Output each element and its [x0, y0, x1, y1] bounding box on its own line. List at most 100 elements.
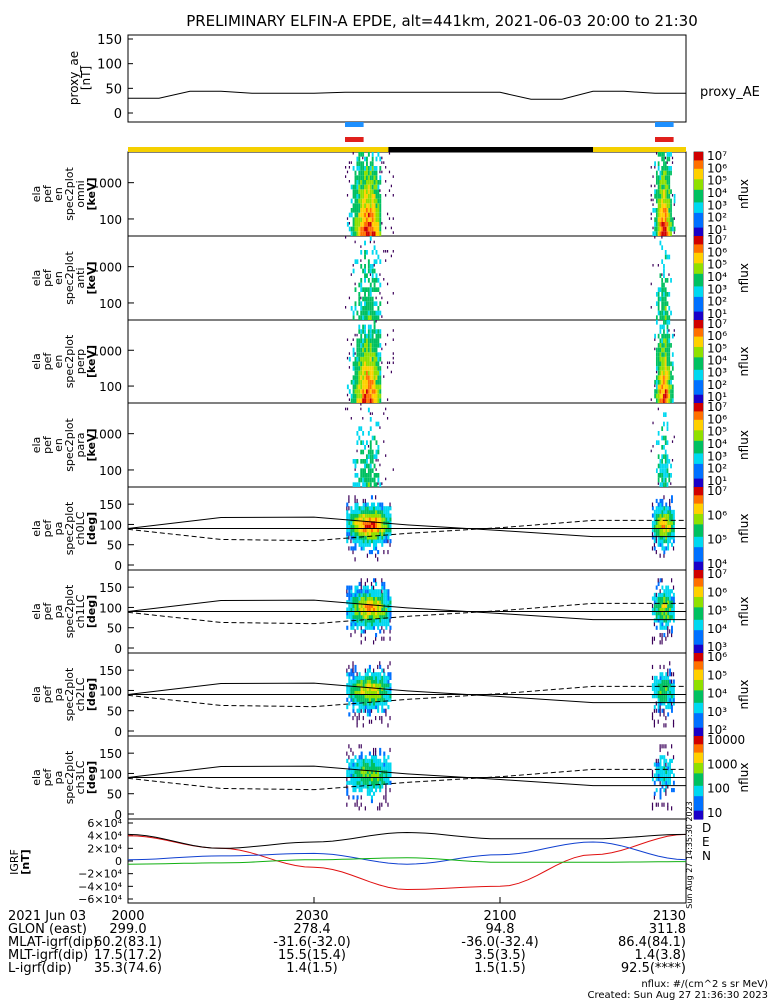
energy-panel-1-pixel — [352, 203, 355, 208]
energy-panel-3-pixel — [348, 356, 351, 362]
pa-panel-2-pixel — [381, 581, 384, 587]
energy-panel-4-pixel — [367, 431, 370, 436]
energy-panel-3-pixel — [655, 352, 658, 357]
pa-panel-1-pixel — [381, 528, 384, 533]
pa-panel-2-pixel — [372, 600, 376, 605]
energy-panel-3-pixel — [364, 393, 366, 399]
energy-panel-2-pixel — [663, 287, 665, 292]
energy-panel-2-pixel — [661, 296, 664, 302]
pa-panel-2-pixel — [366, 578, 369, 583]
pa-panel-3-pixel — [352, 705, 355, 710]
energy-panel-2-pixel — [364, 301, 366, 306]
pa-panel-3-pixel — [348, 664, 350, 670]
energy-panel-1-pixel — [670, 222, 672, 227]
energy-panel-4-pixel — [661, 463, 664, 469]
pa-panel-2-pixel — [385, 618, 388, 623]
pa-panel-4-colorbar-segment — [694, 762, 703, 766]
footer-value: 2000 — [111, 909, 144, 924]
pa-panel-2-pixel — [356, 618, 359, 623]
pa-panel-1-colorbar-segment — [694, 557, 703, 561]
energy-panel-1-colorbar-label: nflux — [737, 179, 751, 209]
pa-panel-4-pixel — [389, 773, 392, 778]
pa-panel-3-pixel — [354, 683, 357, 688]
pa-panel-1-pixel — [354, 517, 357, 522]
pa-panel-1-ytick-label: 100 — [99, 518, 122, 532]
energy-panel-3-ytick-label: 1000 — [91, 344, 122, 358]
energy-panel-1-pixel — [365, 184, 368, 190]
energy-panel-3-pixel — [362, 338, 365, 344]
pa-panel-2-pixel — [661, 585, 664, 590]
pa-panel-3-pixel — [350, 683, 353, 688]
energy-panel-3-pixel — [358, 393, 361, 399]
energy-panel-4-pixel — [356, 473, 359, 478]
energy-panel-2-pixel — [664, 287, 667, 292]
pa-panel-1-pixel — [669, 535, 672, 540]
energy-panel-3-pixel — [386, 398, 389, 401]
energy-panel-1-pixel — [668, 175, 671, 180]
energy-panel-1-pixel — [358, 184, 361, 190]
pa-panel-3-pixel — [383, 697, 386, 702]
energy-panel-3-pixel — [371, 366, 374, 371]
energy-panel-3-pixel — [348, 398, 351, 401]
pa-panel-4-pixel — [387, 802, 389, 807]
energy-panel-3-pixel — [369, 389, 372, 394]
pa-panel-4-colorbar-segment — [694, 746, 703, 750]
pa-panel-1-pixel — [375, 506, 378, 511]
energy-panel-3-pixel — [655, 379, 658, 385]
energy-panel-1-pixel — [657, 152, 660, 157]
energy-panel-2-colorbar-tick: 10³ — [707, 282, 727, 296]
pa-panel-2-pixel — [659, 578, 662, 583]
energy-panel-1-pixel — [354, 175, 357, 180]
pa-panel-2-pixel — [669, 618, 672, 623]
pa-panel-2-pixel — [659, 618, 662, 623]
energy-panel-2-pixel — [666, 315, 669, 320]
pa-panel-1-pixel — [381, 535, 384, 540]
pa-panel-4-pixel — [358, 788, 361, 793]
energy-panel-1-pixel — [659, 231, 662, 236]
energy-panel-2-pixel — [358, 301, 361, 306]
pa-panel-1-pixel — [354, 528, 357, 533]
energy-panel-4-pixel — [659, 459, 662, 464]
pa-panel-3-pixel — [385, 694, 388, 699]
pa-panel-3-pixel — [672, 719, 675, 724]
pa-panel-1-pixel — [364, 542, 367, 547]
pa-panel-1-pixel — [356, 535, 359, 540]
pa-panel-2-pixel — [663, 596, 666, 601]
pa-panel-2-pixel — [352, 614, 355, 619]
pa-panel-2-pixel — [379, 607, 382, 612]
energy-panel-1-pixel — [668, 208, 671, 213]
pa-panel-2-pixel — [669, 611, 672, 616]
pa-panel-2-pixel — [377, 596, 380, 601]
pa-panel-2-pixel — [356, 622, 359, 627]
pa-panel-1-pixel — [659, 528, 662, 533]
energy-panel-1-pixel — [383, 161, 385, 164]
energy-panel-3-pixel — [655, 370, 658, 374]
pa-panel-1-pixel — [381, 531, 384, 536]
pa-panel-2-pixel — [389, 618, 391, 623]
energy-panel-1-pixel — [392, 175, 394, 178]
pa-panel-1-pixel — [387, 517, 390, 522]
energy-panel-3-pixel — [350, 398, 353, 403]
energy-panel-3-pixel — [663, 370, 665, 376]
pa-panel-3-pixel — [348, 694, 351, 699]
pa-panel-2-pixel — [661, 592, 664, 597]
pa-panel-3-pixel — [672, 697, 675, 702]
ae-ylabel: proxy_ae[nT] — [67, 51, 93, 105]
energy-panel-2-pixel — [369, 268, 372, 274]
energy-panel-4-pixel — [358, 426, 361, 431]
pa-panel-1-pixel — [663, 520, 666, 525]
pa-panel-2-pixel — [667, 632, 669, 638]
energy-panel-4-pixel — [369, 454, 372, 459]
pa-panel-3-pixel — [368, 708, 371, 713]
pa-panel-3-pixel — [665, 675, 668, 680]
pa-panel-1-pixel — [659, 517, 662, 522]
energy-panel-3-pixel — [661, 398, 664, 403]
energy-panel-1-pixel — [659, 226, 662, 232]
pa-panel-2-pixel — [364, 622, 367, 627]
pa-panel-1-pixel — [669, 509, 672, 514]
energy-panel-2-colorbar-segment — [694, 317, 703, 321]
energy-panel-1-pixel — [375, 170, 378, 176]
energy-panel-3-colorbar-tick: 10⁶ — [707, 329, 727, 343]
energy-panel-3-colorbar-segment — [694, 346, 703, 350]
energy-panel-3-pixel — [659, 329, 662, 334]
